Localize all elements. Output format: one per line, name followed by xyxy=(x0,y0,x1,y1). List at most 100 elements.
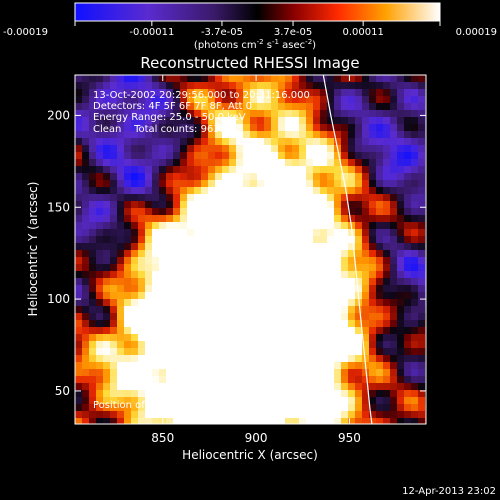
heatmap-cell xyxy=(397,117,405,125)
heatmap-cell xyxy=(306,152,314,160)
heatmap-cell xyxy=(383,285,391,293)
heatmap-cell xyxy=(124,208,132,216)
heatmap-cell xyxy=(362,145,370,153)
heatmap-cell xyxy=(257,334,265,342)
heatmap-cell xyxy=(152,208,160,216)
heatmap-cell xyxy=(320,131,328,139)
heatmap-cell xyxy=(229,124,237,132)
heatmap-cell xyxy=(194,362,202,370)
heatmap-cell xyxy=(236,215,244,223)
heatmap-cell xyxy=(383,369,391,377)
heatmap-cell xyxy=(327,376,335,384)
heatmap-cell xyxy=(103,201,111,209)
heatmap-cell xyxy=(173,376,181,384)
heatmap-cell xyxy=(404,320,412,328)
heatmap-cell xyxy=(376,208,384,216)
heatmap-cell xyxy=(327,145,335,153)
heatmap-cell xyxy=(278,271,286,279)
heatmap-cell xyxy=(124,110,132,118)
heatmap-cell xyxy=(243,117,251,125)
heatmap-cell xyxy=(159,383,167,391)
heatmap-cell xyxy=(271,201,279,209)
heatmap-cell xyxy=(159,180,167,188)
heatmap-cell xyxy=(187,131,195,139)
heatmap-cell xyxy=(117,320,125,328)
heatmap-cell xyxy=(376,257,384,265)
heatmap-cell xyxy=(355,201,363,209)
heatmap-cell xyxy=(194,320,202,328)
heatmap-cell xyxy=(194,138,202,146)
heatmap-cell xyxy=(96,201,104,209)
heatmap-cell xyxy=(124,215,132,223)
heatmap-cell xyxy=(418,215,426,223)
y-tick-label: 50 xyxy=(55,384,70,398)
heatmap-cell xyxy=(201,124,209,132)
heatmap-cell xyxy=(250,138,258,146)
heatmap-cell xyxy=(278,152,286,160)
heatmap-cell xyxy=(152,152,160,160)
heatmap-cell xyxy=(320,82,328,90)
heatmap-cell xyxy=(376,124,384,132)
heatmap-cell xyxy=(243,187,251,195)
heatmap-cell xyxy=(131,383,139,391)
heatmap-cell xyxy=(75,180,83,188)
heatmap-cell xyxy=(264,264,272,272)
heatmap-cell xyxy=(376,173,384,181)
heatmap-cell xyxy=(187,215,195,223)
heatmap-cell xyxy=(306,264,314,272)
heatmap-cell xyxy=(313,131,321,139)
heatmap-cell xyxy=(180,82,188,90)
heatmap-cell xyxy=(208,299,216,307)
heatmap-cell xyxy=(110,103,118,111)
heatmap-cell xyxy=(208,236,216,244)
heatmap-cell xyxy=(110,180,118,188)
heatmap-cell xyxy=(236,278,244,286)
heatmap-cell xyxy=(222,404,230,412)
heatmap-cell xyxy=(348,96,356,104)
heatmap-cell xyxy=(166,278,174,286)
heatmap-cell xyxy=(397,257,405,265)
heatmap-cell xyxy=(264,159,272,167)
heatmap-cell xyxy=(159,257,167,265)
heatmap-cell xyxy=(187,152,195,160)
heatmap-cell xyxy=(215,110,223,118)
heatmap-cell xyxy=(292,369,300,377)
heatmap-cell xyxy=(222,327,230,335)
heatmap-cell xyxy=(264,348,272,356)
heatmap-cell xyxy=(264,411,272,419)
heatmap-cell xyxy=(236,292,244,300)
heatmap-cell xyxy=(355,131,363,139)
heatmap-cell xyxy=(194,418,202,424)
heatmap-cell xyxy=(222,320,230,328)
heatmap-cell xyxy=(250,411,258,419)
heatmap-cell xyxy=(383,320,391,328)
heatmap-cell xyxy=(138,145,146,153)
heatmap-cell xyxy=(173,271,181,279)
heatmap-cell xyxy=(341,362,349,370)
heatmap-cell xyxy=(418,390,426,398)
heatmap-cell xyxy=(355,418,363,424)
heatmap-cell xyxy=(229,418,237,424)
heatmap-cell xyxy=(173,257,181,265)
heatmap-cell xyxy=(152,390,160,398)
heatmap-cell xyxy=(292,397,300,405)
heatmap-cell xyxy=(222,362,230,370)
heatmap-cell xyxy=(299,117,307,125)
heatmap-cell xyxy=(292,292,300,300)
heatmap-cell xyxy=(173,362,181,370)
heatmap-cell xyxy=(117,208,125,216)
heatmap-cell xyxy=(418,334,426,342)
heatmap-cell xyxy=(152,236,160,244)
heatmap-cell xyxy=(173,341,181,349)
heatmap-cell xyxy=(110,145,118,153)
heatmap-cell xyxy=(201,194,209,202)
heatmap-cell xyxy=(89,96,97,104)
heatmap-cell xyxy=(257,75,265,83)
heatmap-cell xyxy=(187,285,195,293)
heatmap-cell xyxy=(250,75,258,83)
heatmap-cell xyxy=(320,320,328,328)
heatmap-cell xyxy=(243,131,251,139)
heatmap-cell xyxy=(145,117,153,125)
heatmap-cell xyxy=(208,166,216,174)
heatmap-cell xyxy=(383,152,391,160)
